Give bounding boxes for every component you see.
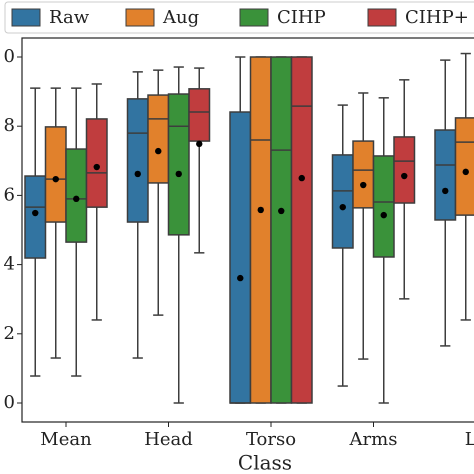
mean-dot	[401, 172, 408, 180]
x-tick-label: Le	[465, 429, 474, 450]
mean-dot	[155, 147, 162, 155]
y-tick-label: 4	[4, 254, 15, 275]
box	[352, 140, 375, 209]
x-tick-label: Head	[144, 429, 193, 450]
legend-swatch	[239, 8, 269, 27]
legend-swatch	[367, 8, 397, 27]
box	[270, 56, 293, 404]
mean-dot	[237, 274, 244, 282]
x-tick-label: Torso	[246, 429, 296, 450]
box	[24, 175, 47, 259]
box	[249, 56, 272, 404]
box	[167, 93, 190, 236]
legend-swatch	[11, 8, 41, 27]
mean-dot	[196, 140, 203, 148]
box	[229, 111, 252, 404]
box	[434, 129, 457, 221]
box	[393, 136, 416, 204]
mean-dot	[339, 203, 346, 211]
box	[65, 148, 88, 243]
box	[372, 155, 395, 258]
y-tick-label: 0	[4, 392, 15, 413]
box	[44, 126, 67, 223]
plot-frame	[21, 37, 474, 423]
mean-dot	[32, 209, 39, 217]
box	[454, 117, 474, 216]
mean-dot	[360, 181, 367, 189]
x-axis-label: Class	[238, 451, 292, 474]
legend-swatch	[125, 8, 155, 27]
mean-dot	[52, 175, 59, 183]
y-tick-label: 0	[4, 46, 15, 67]
y-tick-label: 6	[4, 184, 15, 205]
y-tick-label: 8	[4, 115, 15, 136]
x-tick-label: Mean	[40, 429, 92, 450]
mean-dot	[462, 168, 469, 176]
mean-dot	[134, 170, 141, 178]
legend-label: CIHP	[277, 7, 326, 28]
legend-label: Aug	[162, 7, 199, 28]
mean-dot	[73, 195, 80, 203]
box	[85, 118, 108, 208]
box	[126, 98, 149, 223]
mean-dot	[93, 163, 100, 171]
x-tick-label: Arms	[349, 429, 398, 450]
mean-dot	[257, 206, 264, 214]
mean-dot	[175, 170, 182, 178]
box	[331, 154, 354, 249]
mean-dot	[442, 187, 449, 195]
box	[290, 56, 313, 404]
y-tick-label: 2	[4, 323, 15, 344]
legend-label: Raw	[49, 7, 90, 28]
mean-dot	[298, 174, 305, 182]
legend-label: CIHP+	[405, 7, 469, 28]
box	[147, 94, 170, 184]
mean-dot	[278, 207, 285, 215]
mean-dot	[380, 211, 387, 219]
box	[188, 88, 211, 142]
